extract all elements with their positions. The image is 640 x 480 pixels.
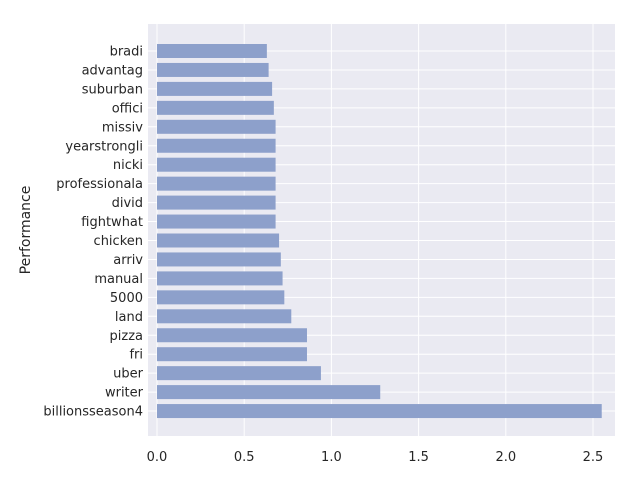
x-tick-label: 2.0 [495, 450, 516, 465]
bar [157, 309, 292, 324]
x-tick-label: 2.5 [583, 450, 604, 465]
bar [157, 100, 274, 115]
category-label: billionsseason4 [43, 405, 143, 420]
bar [157, 271, 283, 286]
x-tick-label: 1.5 [408, 450, 429, 465]
bar [157, 44, 267, 58]
x-tick-label: 0.5 [234, 450, 255, 465]
category-label: fightwhat [81, 215, 143, 230]
bar [157, 385, 381, 400]
category-label: arriv [113, 253, 143, 268]
bar [157, 195, 276, 210]
category-label: advantag [82, 63, 143, 78]
category-label: yearstrongli [65, 139, 143, 154]
category-label: professionala [56, 177, 143, 192]
bar [157, 138, 276, 153]
bar [157, 214, 276, 229]
category-label: uber [113, 367, 143, 382]
category-labels: bradi advantag suburban offici missiv yearstr… [43, 45, 143, 420]
bar [157, 252, 281, 267]
bar [157, 157, 276, 172]
bars [157, 44, 602, 419]
category-label: manual [94, 272, 143, 287]
bar [157, 81, 273, 96]
bar [157, 404, 602, 419]
bar [157, 328, 307, 343]
bar [157, 347, 307, 362]
y-axis-title: Performance [18, 186, 34, 275]
category-label: writer [105, 386, 144, 401]
bar [157, 366, 321, 381]
category-label: land [115, 310, 143, 325]
category-label: 5000 [110, 291, 143, 306]
x-tick-label: 1.0 [321, 450, 342, 465]
x-tick-label: 0.0 [147, 450, 168, 465]
x-tick-labels: 0.0 0.5 1.0 1.5 2.0 2.5 [147, 450, 604, 465]
bar [157, 233, 280, 248]
bar [157, 62, 269, 77]
category-label: bradi [110, 45, 143, 60]
category-label: nicki [113, 158, 143, 173]
category-label: chicken [94, 234, 143, 249]
category-label: missiv [102, 120, 143, 135]
category-label: divid [112, 196, 143, 211]
bar [157, 119, 276, 134]
category-label: pizza [110, 329, 143, 344]
bar [157, 176, 276, 191]
category-label: offici [112, 101, 143, 116]
category-label: fri [129, 348, 143, 363]
bar [157, 290, 285, 305]
category-label: suburban [82, 82, 143, 97]
